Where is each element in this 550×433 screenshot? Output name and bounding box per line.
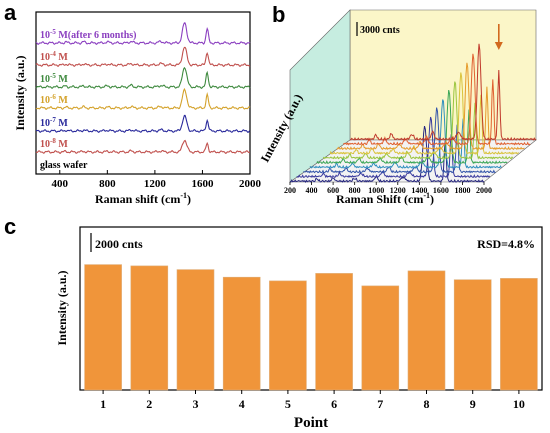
panel-c-x-tick-label: 5 bbox=[285, 397, 291, 411]
panel-c-bar bbox=[130, 265, 169, 391]
panel-b-x-tick-label: 1000 bbox=[368, 186, 384, 195]
panel-a-frame bbox=[35, 11, 251, 175]
panel-a-x-tick-label: 400 bbox=[52, 178, 69, 190]
panel-c-x-tick-label: 1 bbox=[100, 397, 106, 411]
panel-a-trace bbox=[35, 66, 251, 89]
panel-c-x-tick-label: 10 bbox=[513, 397, 525, 411]
panel-a-traces bbox=[35, 22, 251, 154]
panel-c-scale-bar-label: 2000 cnts bbox=[95, 237, 143, 251]
panel-b-trace bbox=[303, 107, 496, 174]
panel-b-x-tick-label: 600 bbox=[327, 186, 339, 195]
panel-a-baseline-label: glass wafer bbox=[40, 160, 88, 171]
panel-c-frame bbox=[79, 226, 543, 391]
panel-a-x-tick-label: 1200 bbox=[144, 178, 167, 190]
panel-a-series-labels: 10-8 M 10-7 M 10-6 M 10-5 M 10-4 M 10-5 M(aft… bbox=[40, 28, 136, 150]
panel-a-x-tick-label: 2000 bbox=[239, 178, 262, 190]
panel-a-y-axis-label: Intensity (a.u.) bbox=[13, 55, 27, 130]
panel-a-series-label: 10-8 M bbox=[40, 137, 68, 150]
panel-b-x-tick-label: 2000 bbox=[476, 186, 492, 195]
panel-a-series-label: 10-7 M bbox=[40, 116, 68, 129]
panel-c-bar bbox=[407, 270, 446, 391]
panel-a-series-label: 10-4 M bbox=[40, 50, 68, 63]
panel-a-x-ticks: 400 800 1200 1600 2000 bbox=[52, 170, 262, 190]
panel-a-series-label: 10-6 M bbox=[40, 93, 68, 106]
panel-b-trace bbox=[289, 125, 485, 183]
panel-label-c: c bbox=[4, 214, 16, 239]
panel-c-x-tick-label: 9 bbox=[470, 397, 476, 411]
panel-a-chart: 10-8 M 10-7 M 10-6 M 10-5 M 10-4 M 10-5 M(aft… bbox=[13, 11, 262, 206]
panel-c-y-axis-label: Intensity (a.u.) bbox=[55, 270, 69, 345]
panel-label-a: a bbox=[4, 0, 17, 25]
panel-label-b: b bbox=[272, 2, 285, 27]
panel-c-bar bbox=[500, 278, 538, 391]
panel-b-x-tick-label: 1800 bbox=[454, 186, 470, 195]
panel-b-trace bbox=[349, 43, 537, 141]
panel-b-x-ticks: 200 400 600 800 1000 1200 1400 1600 1800 2000 bbox=[284, 182, 492, 195]
panel-c-x-tick-label: 3 bbox=[193, 397, 199, 411]
panel-a-trace bbox=[35, 87, 251, 110]
panel-b-trace bbox=[342, 53, 531, 146]
panel-c-bar bbox=[176, 269, 215, 391]
panel-b-x-tick-label: 400 bbox=[306, 186, 318, 195]
panel-c-bar bbox=[315, 273, 353, 391]
panel-b-trace bbox=[316, 89, 508, 165]
panel-a-x-tick-label: 1600 bbox=[191, 178, 214, 190]
panel-b-trace bbox=[336, 62, 525, 151]
panel-a-series-label: 10-5 M(after 6 months) bbox=[40, 28, 136, 41]
panel-c-x-ticks: 1 2 3 4 5 6 7 8 9 10 bbox=[100, 390, 525, 411]
panel-c-chart: 1 2 3 4 5 6 7 8 9 10 2000 cnts RSD=4.8% Point Int… bbox=[55, 226, 543, 431]
panel-c-x-tick-label: 8 bbox=[424, 397, 430, 411]
panel-c-x-tick-label: 6 bbox=[331, 397, 337, 411]
panel-c-x-tick-label: 2 bbox=[146, 397, 152, 411]
panel-c-bar bbox=[222, 276, 261, 391]
panel-b-trace bbox=[296, 116, 491, 179]
panel-a-trace bbox=[35, 22, 251, 45]
panel-c-x-axis-label: Point bbox=[294, 415, 328, 431]
panel-a-trace bbox=[35, 139, 251, 154]
panel-b-trace bbox=[322, 81, 514, 160]
panel-b-x-tick-label: 1200 bbox=[390, 186, 406, 195]
panel-a-x-axis-label: Raman shift (cm-1) bbox=[95, 191, 191, 206]
panel-b-peak-arrow bbox=[494, 24, 503, 50]
panel-a-trace bbox=[35, 46, 251, 67]
panel-c-bar bbox=[84, 264, 122, 391]
panel-b-x-tick-label: 200 bbox=[284, 186, 296, 195]
panel-a-series-label: 10-5 M bbox=[40, 72, 68, 85]
panel-a-x-tick-label: 800 bbox=[99, 178, 116, 190]
panel-b-x-axis-label: Raman Shift (cm-1) bbox=[336, 191, 434, 206]
panel-c-bar bbox=[361, 285, 400, 391]
panel-b-traces bbox=[289, 43, 537, 183]
panel-c-bar bbox=[269, 280, 307, 391]
panel-c-x-tick-label: 4 bbox=[239, 397, 245, 411]
panel-c-rsd-annotation: RSD=4.8% bbox=[477, 237, 535, 251]
panel-b-trace bbox=[309, 99, 502, 169]
panel-b-trace bbox=[329, 72, 520, 156]
panel-c-x-tick-label: 7 bbox=[377, 397, 383, 411]
panel-b-chart: 3000 cnts 200 400 600 800 1000 1200 1400 1600 18… bbox=[258, 9, 537, 206]
panel-b-x-tick-label: 800 bbox=[349, 186, 361, 195]
panel-b-scale-bar-label: 3000 cnts bbox=[360, 25, 400, 36]
panel-a-trace bbox=[35, 114, 251, 133]
panel-c-bars bbox=[84, 264, 538, 391]
panel-b-x-tick-label: 1600 bbox=[433, 186, 449, 195]
panel-b-x-tick-label: 1400 bbox=[411, 186, 427, 195]
panel-c-bar bbox=[453, 279, 492, 391]
